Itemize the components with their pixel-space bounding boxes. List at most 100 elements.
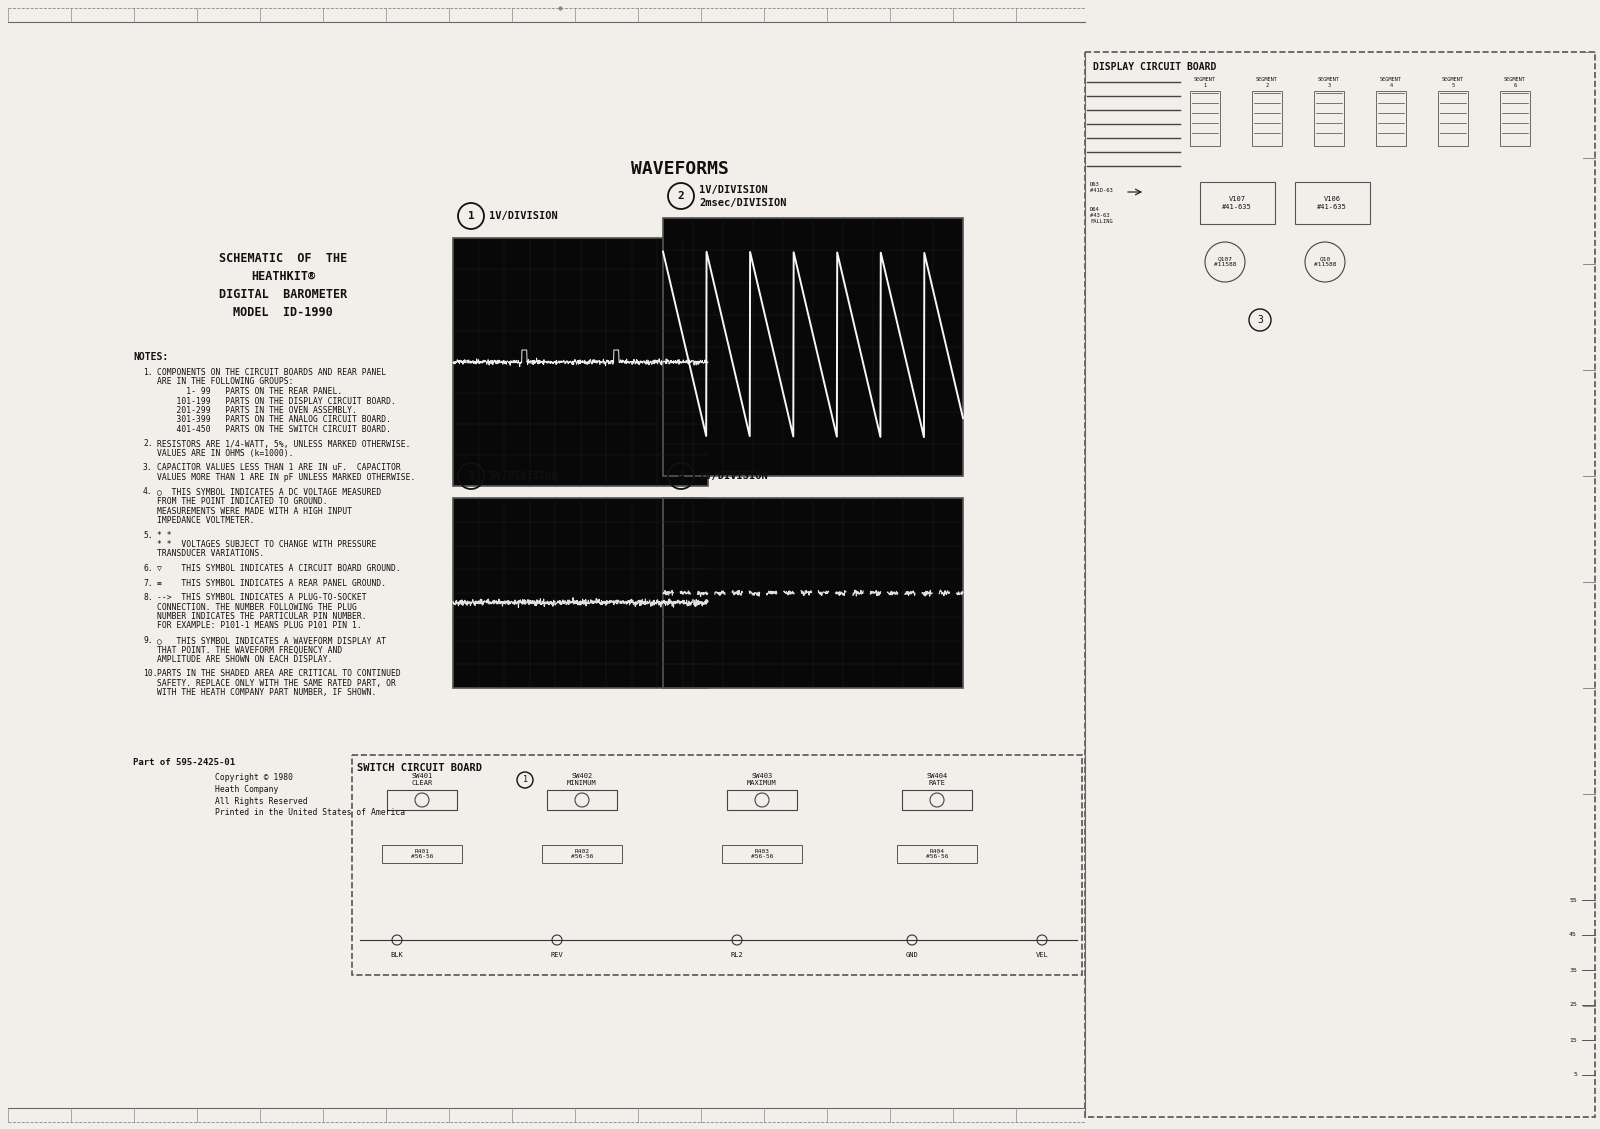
Bar: [902, 790, 973, 809]
Text: 1V/DIVISION: 1V/DIVISION: [699, 185, 768, 195]
Text: 5: 5: [1573, 1073, 1578, 1077]
Text: THAT POINT. THE WAVEFORM FREQUENCY AND: THAT POINT. THE WAVEFORM FREQUENCY AND: [157, 646, 342, 655]
Text: 1V/DIVISION: 1V/DIVISION: [699, 471, 768, 481]
Bar: [352, 755, 1082, 975]
Bar: [898, 844, 978, 863]
Text: 1: 1: [467, 211, 474, 221]
Text: 2msec/DIVISION: 2msec/DIVISION: [699, 198, 787, 208]
Text: 4: 4: [678, 471, 685, 481]
Text: MEASUREMENTS WERE MADE WITH A HIGH INPUT: MEASUREMENTS WERE MADE WITH A HIGH INPUT: [157, 507, 352, 516]
Text: -->  THIS SYMBOL INDICATES A PLUG-TO-SOCKET: --> THIS SYMBOL INDICATES A PLUG-TO-SOCK…: [157, 593, 366, 602]
Text: VALUES MORE THAN 1 ARE IN pF UNLESS MARKED OTHERWISE.: VALUES MORE THAN 1 ARE IN pF UNLESS MARK…: [157, 473, 416, 482]
Text: 401-450   PARTS ON THE SWITCH CIRCUIT BOARD.: 401-450 PARTS ON THE SWITCH CIRCUIT BOAR…: [157, 425, 390, 434]
Text: D64
#43-63
FALLING: D64 #43-63 FALLING: [1090, 207, 1112, 224]
Text: * *  VOLTAGES SUBJECT TO CHANGE WITH PRESSURE: * * VOLTAGES SUBJECT TO CHANGE WITH PRES…: [157, 540, 376, 549]
Text: 2.: 2.: [142, 439, 152, 448]
Text: V107
#41-635: V107 #41-635: [1222, 196, 1251, 210]
Bar: [726, 790, 797, 809]
Text: Part of 595-2425-01: Part of 595-2425-01: [133, 758, 235, 767]
Text: SEGMENT
2: SEGMENT 2: [1256, 77, 1278, 88]
Text: SAFETY. REPLACE ONLY WITH THE SAME RATED PART, OR: SAFETY. REPLACE ONLY WITH THE SAME RATED…: [157, 679, 395, 688]
Text: 3.: 3.: [142, 464, 152, 473]
Text: SEGMENT
5: SEGMENT 5: [1442, 77, 1464, 88]
Text: NUMBER INDICATES THE PARTICULAR PIN NUMBER.: NUMBER INDICATES THE PARTICULAR PIN NUMB…: [157, 612, 366, 621]
Bar: [1314, 91, 1344, 146]
Bar: [1501, 91, 1530, 146]
Text: Q10
#11588: Q10 #11588: [1314, 256, 1336, 268]
Text: WITH THE HEATH COMPANY PART NUMBER, IF SHOWN.: WITH THE HEATH COMPANY PART NUMBER, IF S…: [157, 689, 376, 698]
Text: 1- 99   PARTS ON THE REAR PANEL.: 1- 99 PARTS ON THE REAR PANEL.: [157, 387, 342, 396]
Text: SW401
CLEAR: SW401 CLEAR: [411, 773, 432, 786]
Text: 2: 2: [678, 191, 685, 201]
Bar: [1200, 182, 1275, 224]
Bar: [547, 790, 618, 809]
Text: 55: 55: [1570, 898, 1578, 902]
Text: V106
#41-635: V106 #41-635: [1317, 196, 1347, 210]
Text: RL2: RL2: [731, 952, 744, 959]
Text: SW402
MINIMUM: SW402 MINIMUM: [566, 773, 597, 786]
Text: R401
#56-56: R401 #56-56: [411, 849, 434, 859]
Text: D63
#41D-63: D63 #41D-63: [1090, 182, 1112, 193]
Text: ○   THIS SYMBOL INDICATES A WAVEFORM DISPLAY AT: ○ THIS SYMBOL INDICATES A WAVEFORM DISPL…: [157, 636, 386, 645]
Text: PARTS IN THE SHADED AREA ARE CRITICAL TO CONTINUED: PARTS IN THE SHADED AREA ARE CRITICAL TO…: [157, 669, 400, 679]
Text: 3: 3: [467, 471, 474, 481]
Text: BLK: BLK: [390, 952, 403, 959]
Text: * *: * *: [157, 531, 171, 540]
Bar: [387, 790, 458, 809]
Text: SEGMENT
4: SEGMENT 4: [1381, 77, 1402, 88]
Text: HEATHKIT®: HEATHKIT®: [251, 270, 315, 283]
Text: 1V/DIVISION: 1V/DIVISION: [490, 211, 558, 221]
Text: 9.: 9.: [142, 636, 152, 645]
Text: AMPLITUDE ARE SHOWN ON EACH DISPLAY.: AMPLITUDE ARE SHOWN ON EACH DISPLAY.: [157, 655, 333, 664]
Bar: [453, 498, 707, 688]
Text: GND: GND: [906, 952, 918, 959]
Text: 3: 3: [1258, 315, 1262, 325]
Text: NOTES:: NOTES:: [133, 352, 168, 362]
Text: TRANSDUCER VARIATIONS.: TRANSDUCER VARIATIONS.: [157, 550, 264, 559]
Text: SEGMENT
1: SEGMENT 1: [1194, 77, 1216, 88]
Text: ARE IN THE FOLLOWING GROUPS:: ARE IN THE FOLLOWING GROUPS:: [157, 377, 293, 386]
Text: R404
#56-56: R404 #56-56: [926, 849, 949, 859]
Text: SEGMENT
6: SEGMENT 6: [1504, 77, 1526, 88]
Text: SEGMENT
3: SEGMENT 3: [1318, 77, 1339, 88]
Text: IMPEDANCE VOLTMETER.: IMPEDANCE VOLTMETER.: [157, 516, 254, 525]
Text: SWITCH CIRCUIT BOARD: SWITCH CIRCUIT BOARD: [357, 763, 482, 773]
Bar: [1251, 91, 1282, 146]
Text: 8.: 8.: [142, 593, 152, 602]
Bar: [542, 844, 622, 863]
Text: WAVEFORMS: WAVEFORMS: [630, 160, 730, 178]
Bar: [1190, 91, 1221, 146]
Text: SW404
RATE: SW404 RATE: [926, 773, 947, 786]
Text: 301-399   PARTS ON THE ANALOG CIRCUIT BOARD.: 301-399 PARTS ON THE ANALOG CIRCUIT BOAR…: [157, 415, 390, 425]
Text: MODEL  ID-1990: MODEL ID-1990: [234, 306, 333, 320]
Text: R402
#56-56: R402 #56-56: [571, 849, 594, 859]
Text: ▽    THIS SYMBOL INDICATES A CIRCUIT BOARD GROUND.: ▽ THIS SYMBOL INDICATES A CIRCUIT BOARD …: [157, 564, 400, 574]
Text: CAPACITOR VALUES LESS THAN 1 ARE IN uF.  CAPACITOR: CAPACITOR VALUES LESS THAN 1 ARE IN uF. …: [157, 464, 400, 473]
Text: R403
#56-56: R403 #56-56: [750, 849, 773, 859]
Text: 10.: 10.: [142, 669, 158, 679]
Text: Q107
#11588: Q107 #11588: [1214, 256, 1237, 268]
Text: DISPLAY CIRCUIT BOARD: DISPLAY CIRCUIT BOARD: [1093, 62, 1216, 72]
Text: Copyright © 1980
Heath Company
All Rights Reserved
Printed in the United States : Copyright © 1980 Heath Company All Right…: [214, 773, 405, 817]
Text: FOR EXAMPLE: P101-1 MEANS PLUG P101 PIN 1.: FOR EXAMPLE: P101-1 MEANS PLUG P101 PIN …: [157, 621, 362, 630]
Text: ○  THIS SYMBOL INDICATES A DC VOLTAGE MEASURED: ○ THIS SYMBOL INDICATES A DC VOLTAGE MEA…: [157, 488, 381, 497]
Text: 5V/DIVISION: 5V/DIVISION: [490, 471, 558, 481]
Bar: [1438, 91, 1469, 146]
Text: ≡    THIS SYMBOL INDICATES A REAR PANEL GROUND.: ≡ THIS SYMBOL INDICATES A REAR PANEL GRO…: [157, 578, 386, 587]
Text: 6.: 6.: [142, 564, 152, 574]
Text: DIGITAL  BAROMETER: DIGITAL BAROMETER: [219, 288, 347, 301]
Text: 25: 25: [1570, 1003, 1578, 1007]
Text: FROM THE POINT INDICATED TO GROUND.: FROM THE POINT INDICATED TO GROUND.: [157, 497, 328, 506]
Text: 201-299   PARTS IN THE OVEN ASSEMBLY.: 201-299 PARTS IN THE OVEN ASSEMBLY.: [157, 406, 357, 415]
Text: 5.: 5.: [142, 531, 152, 540]
Bar: [1294, 182, 1370, 224]
Text: 1.: 1.: [142, 368, 152, 377]
Bar: [453, 238, 707, 485]
Text: REV: REV: [550, 952, 563, 959]
Bar: [382, 844, 462, 863]
Text: SCHEMATIC  OF  THE: SCHEMATIC OF THE: [219, 252, 347, 265]
Bar: [1085, 52, 1595, 1117]
Text: 35: 35: [1570, 968, 1578, 972]
Text: COMPONENTS ON THE CIRCUIT BOARDS AND REAR PANEL: COMPONENTS ON THE CIRCUIT BOARDS AND REA…: [157, 368, 386, 377]
Text: CONNECTION. THE NUMBER FOLLOWING THE PLUG: CONNECTION. THE NUMBER FOLLOWING THE PLU…: [157, 603, 357, 612]
